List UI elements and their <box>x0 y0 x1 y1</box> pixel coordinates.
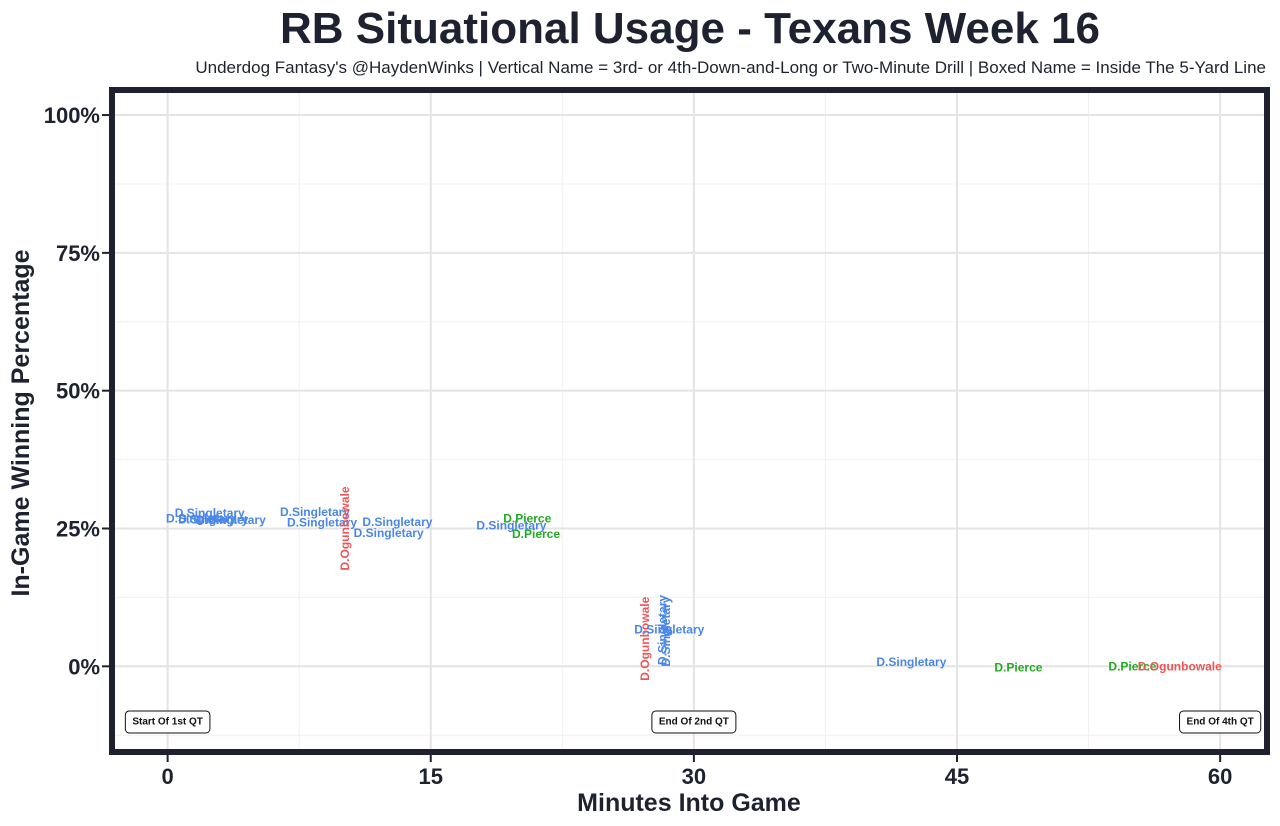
player-label: D.Pierce <box>512 527 560 541</box>
annotation-text: Start Of 1st QT <box>132 716 203 727</box>
panel-border <box>109 87 1270 755</box>
x-tick-label: 0 <box>162 764 174 789</box>
y-axis-title: In-Game Winning Percentage <box>7 249 35 596</box>
player-label: D.Singletary <box>175 506 245 520</box>
player-label: D.Singletary <box>196 513 266 527</box>
x-tick-label: 30 <box>682 764 706 789</box>
player-label: D.Singletary <box>659 596 673 666</box>
player-label: D.Singletary <box>280 505 350 519</box>
point-label-layer: D.SingletaryD.SingletaryD.SingletaryD.Si… <box>166 486 1222 681</box>
y-tick-label: 0% <box>68 654 100 679</box>
player-label: D.Ogunbowale <box>1138 659 1222 673</box>
player-label: D.Singletary <box>166 512 236 526</box>
annotation-box <box>651 710 737 734</box>
player-label: D.Singletary <box>634 622 704 636</box>
player-label: D.Singletary <box>476 519 546 533</box>
y-tick-label: 100% <box>44 103 100 128</box>
x-tick-label: 15 <box>419 764 443 789</box>
x-tick-label: 60 <box>1208 764 1232 789</box>
player-label: D.Pierce <box>994 660 1042 674</box>
annotation-text: End Of 4th QT <box>1187 716 1254 727</box>
annotation-text: End Of 2nd QT <box>659 716 729 727</box>
x-tick-label: 45 <box>945 764 969 789</box>
player-label: D.Singletary <box>287 515 357 529</box>
tick-layer: 0 15 30 45 60 0% 25% 50% 75% 100% <box>44 103 1233 789</box>
y-tick-label: 50% <box>56 379 100 404</box>
y-tick-label: 75% <box>56 241 100 266</box>
player-label: D.Ogunbowale <box>338 486 352 570</box>
player-label: D.Singletary <box>876 655 946 669</box>
quarter-annotation: End Of 2nd QT <box>651 710 737 734</box>
x-axis-title: Minutes Into Game <box>577 789 801 817</box>
player-label: D.Singletary <box>655 595 669 665</box>
quarter-annotation: End Of 4th QT <box>1179 710 1262 734</box>
chart-subtitle: Underdog Fantasy's @HaydenWinks | Vertic… <box>195 58 1266 77</box>
player-label: D.Singletary <box>362 515 432 529</box>
annotation-box <box>124 710 211 734</box>
y-tick-label: 25% <box>56 516 100 541</box>
player-label: D.Pierce <box>1108 659 1156 673</box>
player-label: D.Pierce <box>503 512 551 526</box>
player-label: D.Singletary <box>178 513 248 527</box>
player-label: D.Ogunbowale <box>638 596 652 680</box>
annotation-box <box>1179 710 1262 734</box>
annotation-layer: Start Of 1st QT End Of 2nd QT End Of 4th Q… <box>124 710 1262 734</box>
player-label: D.Singletary <box>354 526 424 540</box>
quarter-annotation: Start Of 1st QT <box>124 710 211 734</box>
grid-layer <box>115 93 1264 749</box>
chart-title: RB Situational Usage - Texans Week 16 <box>280 4 1100 53</box>
